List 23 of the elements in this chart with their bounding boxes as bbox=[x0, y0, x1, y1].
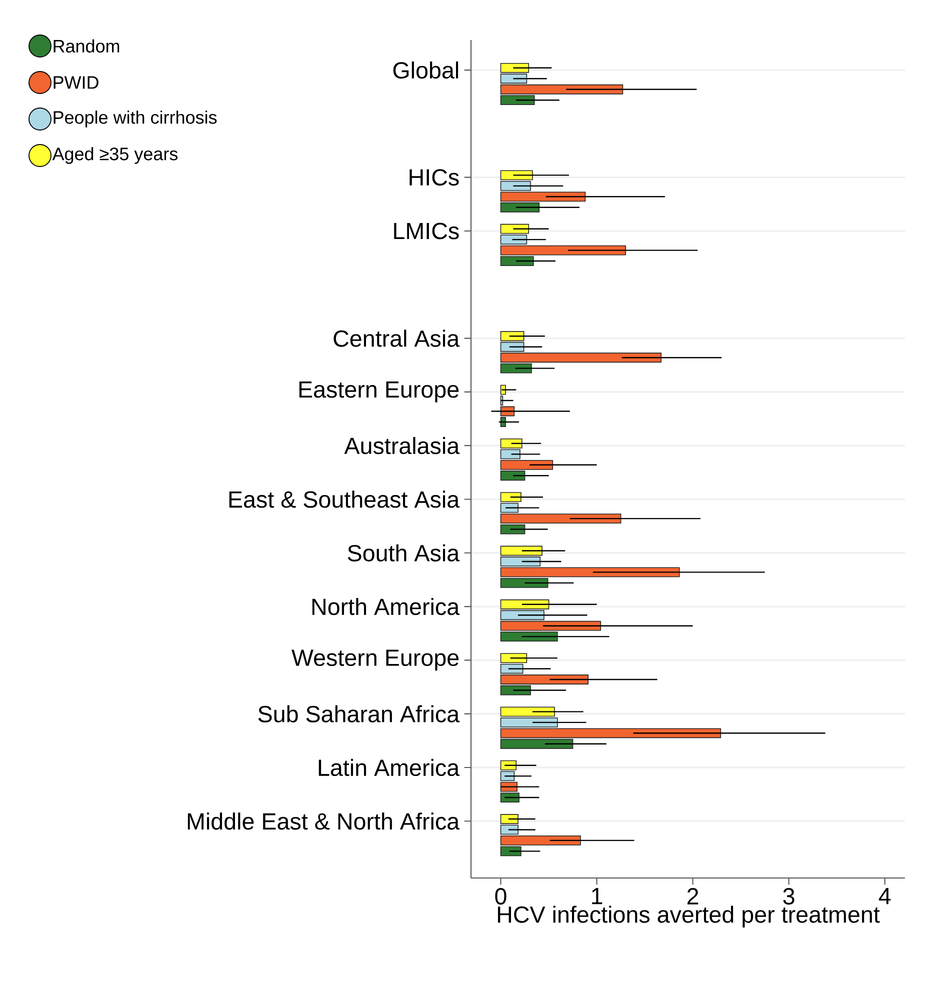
x-tick-label: 1 bbox=[592, 888, 602, 904]
y-tick-label: South Asia bbox=[348, 544, 460, 562]
x-tick-label: 3 bbox=[783, 888, 794, 905]
y-tick-label: HICs bbox=[410, 169, 459, 186]
y-tick-label: Western Europe bbox=[292, 650, 459, 671]
legend-label: Aged ≥35 years bbox=[52, 147, 178, 164]
y-tick-label: Latin America bbox=[318, 758, 460, 776]
y-tick-label: North America bbox=[312, 598, 460, 616]
y-tick-label: Australasia bbox=[344, 437, 460, 454]
x-tick-label: 4 bbox=[878, 888, 891, 904]
y-tick-label: Sub Saharan Africa bbox=[258, 705, 460, 722]
legend-label: PWID bbox=[54, 76, 98, 89]
y-tick-label: Eastern Europe bbox=[299, 381, 459, 402]
y-tick-label: LMICs bbox=[394, 222, 459, 240]
x-tick-label: 0 bbox=[495, 888, 506, 905]
legend-label: People with cirrhosis bbox=[54, 110, 217, 128]
y-tick-label: Global bbox=[393, 61, 458, 79]
x-tick-label: 2 bbox=[687, 888, 698, 904]
y-tick-label: Central Asia bbox=[334, 330, 460, 347]
x-axis-title: HCV infections averted per treatment bbox=[498, 906, 880, 928]
legend-label: Random bbox=[54, 39, 120, 53]
y-tick-label: Middle East & North Africa bbox=[188, 812, 460, 830]
y-tick-label: East & Southeast Asia bbox=[229, 490, 460, 508]
